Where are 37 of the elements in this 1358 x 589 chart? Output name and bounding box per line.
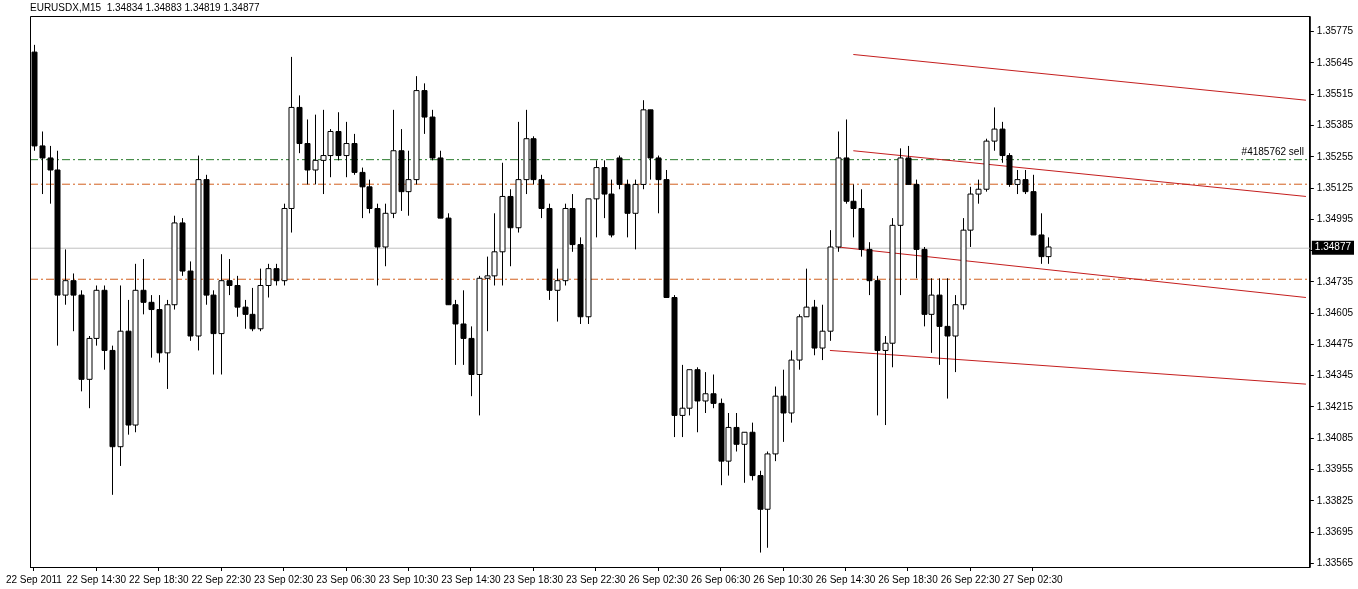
y-tick-label: 1.34735 [1316,275,1354,287]
y-tick-label: 1.33955 [1316,463,1354,475]
x-tick-label: 26 Sep 22:30 [940,573,1001,585]
x-tick-label: 26 Sep 18:30 [878,573,939,585]
x-tick-label: 22 Sep 22:30 [191,573,252,585]
x-tick-label: 23 Sep 22:30 [566,573,626,585]
y-tick-label: 1.33565 [1316,557,1354,569]
x-tick-label: 23 Sep 18:30 [503,573,564,585]
y-tick-label: 1.34345 [1316,369,1354,381]
x-tick-label: 26 Sep 14:30 [815,573,876,585]
x-tick-label: 22 Sep 2011 [5,573,63,585]
y-tick-label: 1.35515 [1316,87,1354,99]
x-tick-label: 23 Sep 10:30 [378,573,439,585]
ref-line-label: #4185762 sell [1241,145,1304,157]
x-tick-label: 27 Sep 02:30 [1003,573,1063,585]
x-tick-label: 23 Sep 02:30 [253,573,314,585]
y-tick-label: 1.35125 [1316,181,1354,193]
x-tick-label: 23 Sep 06:30 [316,573,377,585]
y-tick-label: 1.35255 [1316,150,1354,162]
y-tick-label: 1.35775 [1316,25,1354,37]
y-tick-label: 1.33825 [1316,494,1354,506]
x-tick-label: 26 Sep 10:30 [753,573,814,585]
y-tick-label: 1.35645 [1316,56,1354,68]
y-tick-label: 1.34605 [1316,306,1354,318]
x-tick-label: 22 Sep 18:30 [129,573,189,585]
y-tick-label: 1.33695 [1316,525,1354,537]
y-tick-label: 1.34475 [1316,338,1354,350]
y-tick-label: 1.34995 [1316,213,1354,225]
chart-title: EURUSDX,M15 1.34834 1.34883 1.34819 1.34877 [30,1,261,13]
x-tick-label: 22 Sep 14:30 [66,573,127,585]
y-tick-label: 1.35385 [1316,119,1354,131]
y-tick-label: 1.34085 [1316,432,1354,444]
ref-line-label: 1.34877 [1314,241,1352,253]
x-tick-label: 26 Sep 06:30 [690,573,751,585]
x-tick-label: 26 Sep 02:30 [628,573,689,585]
x-tick-label: 23 Sep 14:30 [441,573,502,585]
y-tick-label: 1.34215 [1316,400,1354,412]
